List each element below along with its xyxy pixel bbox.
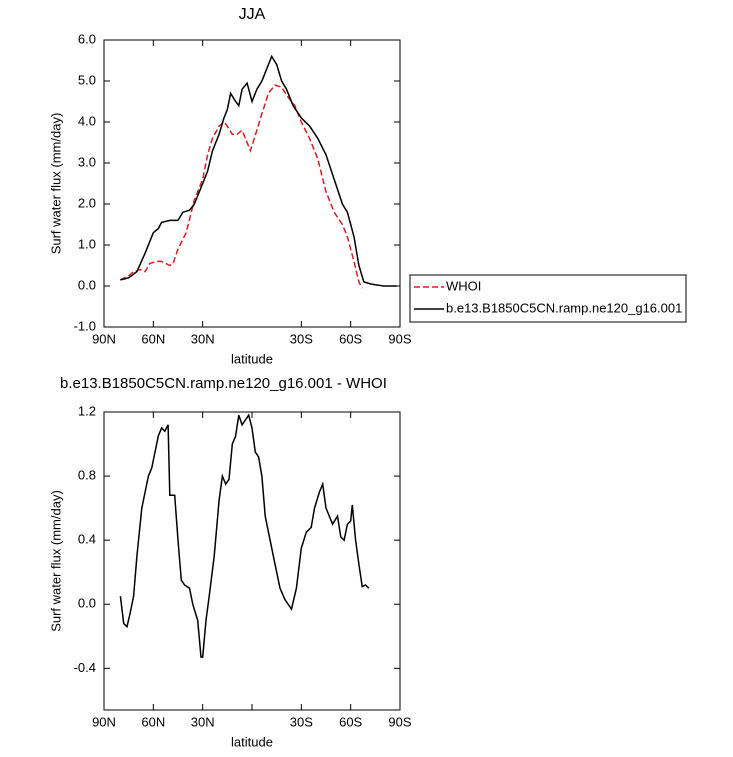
x-tick-label: 30S [290,714,313,729]
plot-frame [103,39,401,328]
y-tick-label: 0.0 [78,596,96,611]
x-tick-label: 60S [339,331,362,346]
x-tick-label: 90N [92,331,116,346]
y-axis-label: Surf water flux (mm/day) [48,490,63,632]
plot-frame [103,411,401,711]
y-tick-label: 1.2 [78,403,96,418]
y-tick-label: 6.0 [78,31,96,46]
y-tick-label: 5.0 [78,72,96,87]
chart-title: b.e13.B1850C5CN.ramp.ne120_g16.001 - WHO… [60,375,387,392]
x-tick-label: 60N [141,331,165,346]
y-axis-label: Surf water flux (mm/day) [48,113,63,255]
y-tick-label: 0.8 [78,468,96,483]
y-tick-label: 1.0 [78,236,96,251]
legend-label: WHOI [446,278,481,293]
x-tick-label: 90S [388,331,411,346]
x-tick-label: 90S [388,714,411,729]
data-line [119,413,370,658]
x-axis-label: latitude [231,351,273,366]
y-tick-label: 0.4 [78,532,96,547]
legend-label: b.e13.B1850C5CN.ramp.ne120_g16.001 [446,300,682,315]
x-tick-label: 60S [339,714,362,729]
y-tick-label: 0.0 [78,277,96,292]
y-tick-label: 2.0 [78,195,96,210]
y-tick-label: 4.0 [78,113,96,128]
x-axis-label: latitude [231,734,273,749]
x-tick-label: 30S [290,331,313,346]
y-tick-label: -0.4 [74,660,96,675]
x-tick-label: 30N [191,331,215,346]
legend-box [409,274,687,323]
y-tick-label: -1.0 [74,318,96,333]
chart-title: JJA [239,6,266,23]
x-tick-label: 90N [92,714,116,729]
data-line [120,54,397,287]
x-tick-label: 30N [191,714,215,729]
data-line [120,84,363,289]
x-tick-label: 60N [141,714,165,729]
y-tick-label: 3.0 [78,154,96,169]
